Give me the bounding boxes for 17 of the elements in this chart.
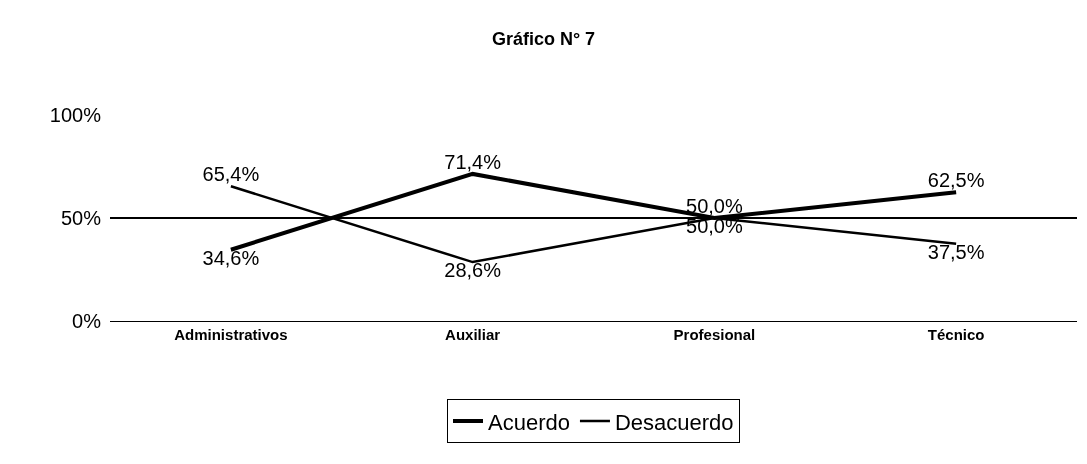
legend-label: Desacuerdo [614, 409, 734, 435]
chart-title: Gráfico N° 7 [491, 29, 596, 50]
legend-label: Acuerdo [488, 409, 570, 435]
x-tick-label: Auxiliar [445, 326, 501, 343]
x-tick-label: Técnico [927, 326, 985, 343]
x-tick-label: Profesional [673, 326, 756, 343]
data-label: 62,5% [927, 169, 985, 192]
data-label: 34,6% [202, 246, 260, 269]
y-tick-label: 0% [72, 310, 102, 332]
data-label: 28,6% [444, 259, 502, 282]
y-tick-label: 100% [49, 104, 102, 126]
data-label: 65,4% [202, 163, 260, 186]
data-label: 71,4% [444, 150, 502, 173]
data-label: 50,0% [686, 195, 743, 217]
y-tick-label: 50% [60, 207, 102, 229]
data-label: 37,5% [927, 240, 985, 263]
x-tick-label: Administrativos [174, 326, 288, 343]
